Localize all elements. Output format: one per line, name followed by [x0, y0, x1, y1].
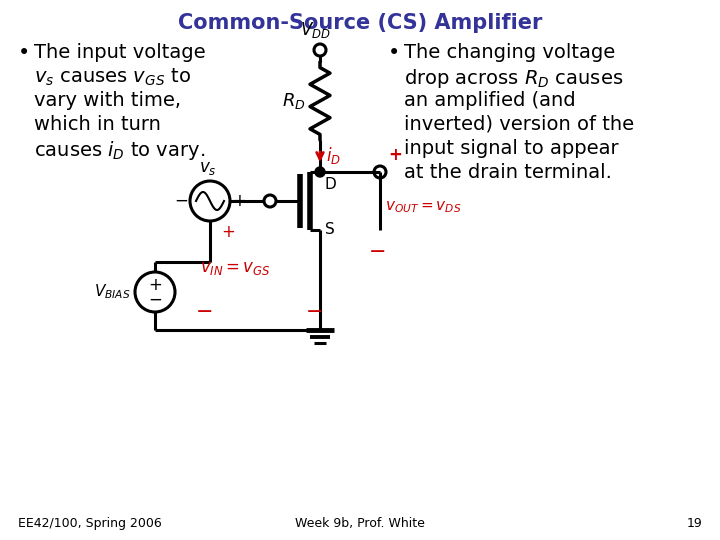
Text: input signal to appear: input signal to appear [404, 139, 618, 158]
Text: −: − [148, 291, 162, 309]
Text: +: + [232, 192, 246, 210]
Text: −: − [174, 192, 188, 210]
Circle shape [315, 167, 325, 177]
Text: $i_D$: $i_D$ [326, 145, 341, 166]
Text: The input voltage: The input voltage [34, 43, 206, 62]
Text: −: − [306, 302, 324, 322]
Text: at the drain terminal.: at the drain terminal. [404, 163, 612, 182]
Text: vary with time,: vary with time, [34, 91, 181, 110]
Text: Common-Source (CS) Amplifier: Common-Source (CS) Amplifier [178, 13, 542, 33]
Text: +: + [221, 223, 235, 241]
Text: $R_D$: $R_D$ [282, 91, 306, 111]
Text: causes $i_D$ to vary.: causes $i_D$ to vary. [34, 139, 205, 162]
Text: $V_{BIAS}$: $V_{BIAS}$ [94, 282, 131, 301]
Text: $v_{OUT}= v_{DS}$: $v_{OUT}= v_{DS}$ [385, 199, 462, 215]
Text: drop across $R_D$ causes: drop across $R_D$ causes [404, 67, 624, 90]
Text: +: + [388, 146, 402, 164]
Text: 19: 19 [686, 517, 702, 530]
Text: $V_{DD}$: $V_{DD}$ [300, 20, 330, 40]
Text: •: • [18, 43, 30, 63]
Text: $v_s$: $v_s$ [199, 159, 217, 177]
Text: an amplified (and: an amplified (and [404, 91, 575, 110]
Text: •: • [388, 43, 400, 63]
Text: −: − [369, 242, 387, 262]
Text: −: − [197, 302, 214, 322]
Text: The changing voltage: The changing voltage [404, 43, 616, 62]
Text: +: + [148, 276, 162, 294]
Text: $v_s$ causes $v_{GS}$ to: $v_s$ causes $v_{GS}$ to [34, 67, 191, 89]
Text: inverted) version of the: inverted) version of the [404, 115, 634, 134]
Text: $v_{IN} = v_{GS}$: $v_{IN} = v_{GS}$ [199, 259, 271, 277]
Text: EE42/100, Spring 2006: EE42/100, Spring 2006 [18, 517, 162, 530]
Text: which in turn: which in turn [34, 115, 161, 134]
Text: S: S [325, 222, 335, 238]
Text: Week 9b, Prof. White: Week 9b, Prof. White [295, 517, 425, 530]
Text: D: D [325, 177, 337, 192]
